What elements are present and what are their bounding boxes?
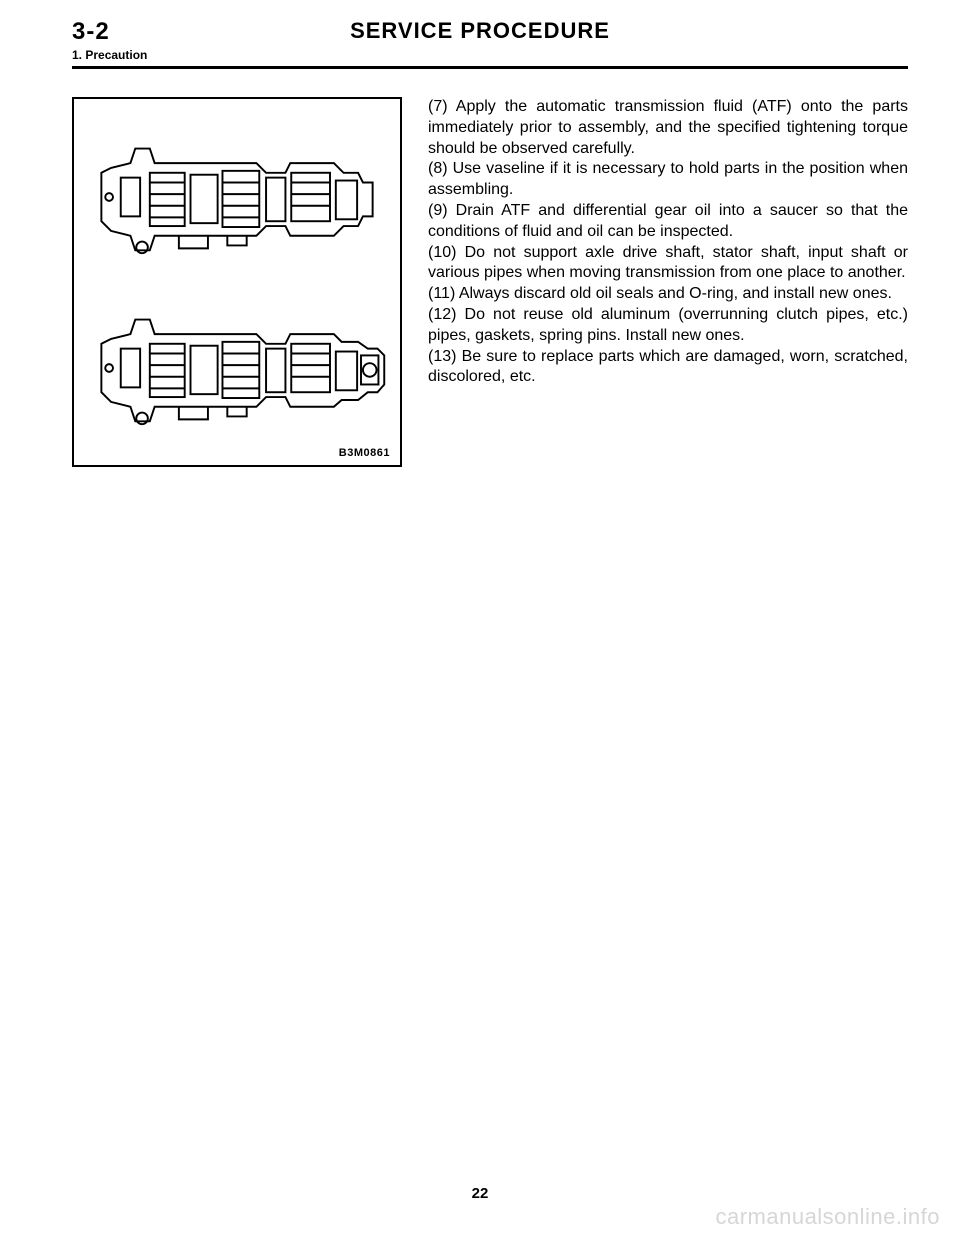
paragraph-8: (8) Use vaseline if it is necessary to h… [428, 159, 908, 201]
paragraph-11: (11) Always discard old oil seals and O-… [428, 284, 908, 305]
transmission-drawing-bottom [82, 293, 392, 443]
page-number: 22 [472, 1185, 489, 1202]
figure-label: B3M0861 [339, 447, 390, 459]
subheading: 1. Precaution [72, 48, 908, 62]
paragraph-13: (13) Be sure to replace parts which are … [428, 347, 908, 389]
paragraph-12: (12) Do not reuse old aluminum (overrunn… [428, 305, 908, 347]
page-title: SERVICE PROCEDURE [350, 18, 610, 44]
body-text: (7) Apply the automatic transmission flu… [428, 97, 908, 467]
watermark: carmanualsonline.info [715, 1204, 940, 1230]
section-number: 3-2 [72, 18, 110, 46]
paragraph-10: (10) Do not support axle drive shaft, st… [428, 243, 908, 285]
paragraph-7: (7) Apply the automatic transmission flu… [428, 97, 908, 159]
header-rule [72, 66, 908, 69]
paragraph-9: (9) Drain ATF and differential gear oil … [428, 201, 908, 243]
figure-box: B3M0861 [72, 97, 402, 467]
transmission-drawing-top [82, 122, 392, 272]
